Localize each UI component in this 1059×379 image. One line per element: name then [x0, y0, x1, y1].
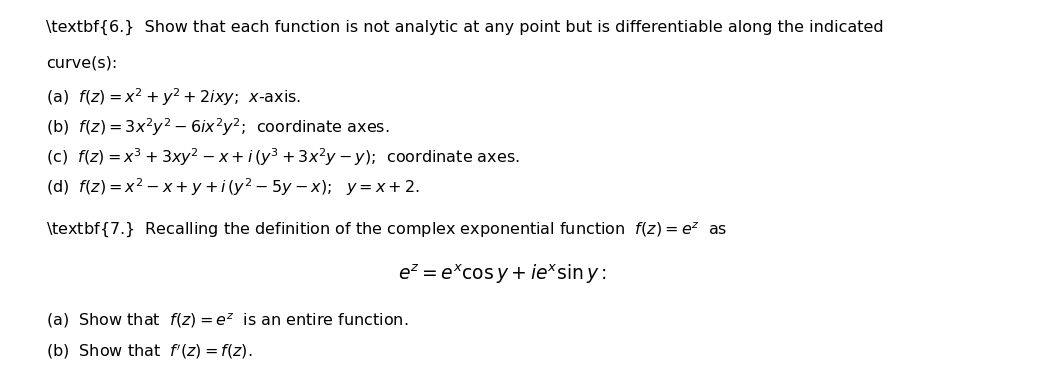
- Text: (b)  $f(z) = 3x^2y^2 - 6ix^2y^2$;  coordinate axes.: (b) $f(z) = 3x^2y^2 - 6ix^2y^2$; coordin…: [47, 116, 390, 138]
- Text: (d)  $f(z) = x^2 - x + y + i\,(y^2 - 5y - x)$;  $\;y = x + 2$.: (d) $f(z) = x^2 - x + y + i\,(y^2 - 5y -…: [47, 176, 420, 198]
- Text: (a)  $f(z) = x^2 + y^2 + 2ixy$;  $x$-axis.: (a) $f(z) = x^2 + y^2 + 2ixy$; $x$-axis.: [47, 86, 302, 108]
- Text: \textbf{7.}  Recalling the definition of the complex exponential function  $f(z): \textbf{7.} Recalling the definition of …: [47, 221, 728, 241]
- Text: (c)  $f(z) = x^3 + 3xy^2 - x + i\,(y^3 + 3x^2y - y)$;  coordinate axes.: (c) $f(z) = x^3 + 3xy^2 - x + i\,(y^3 + …: [47, 146, 520, 168]
- Text: (a)  Show that  $f(z) = e^z$  is an entire function.: (a) Show that $f(z) = e^z$ is an entire …: [47, 312, 409, 330]
- Text: \textbf{6.}  Show that each function is not analytic at any point but is differe: \textbf{6.} Show that each function is n…: [47, 20, 884, 35]
- Text: (b)  Show that  $f'(z) = f(z)$.: (b) Show that $f'(z) = f(z)$.: [47, 342, 253, 361]
- Text: curve(s):: curve(s):: [47, 56, 118, 71]
- Text: $e^z = e^x \cos y + ie^x \sin y\,$:: $e^z = e^x \cos y + ie^x \sin y\,$:: [398, 263, 607, 286]
